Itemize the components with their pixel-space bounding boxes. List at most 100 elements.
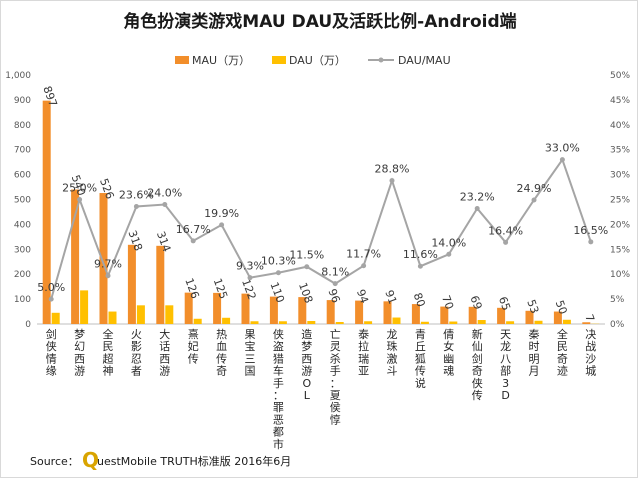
dau-bar (364, 321, 373, 324)
legend-label-mau: MAU（万） (192, 54, 250, 67)
mau-bar (213, 292, 222, 324)
ratio-data-label: 9.3% (236, 260, 264, 273)
ratio-data-label: 24.9% (517, 182, 552, 195)
ratio-data-label: 23.6% (119, 188, 154, 201)
dau-bar (51, 312, 60, 324)
legend-label-ratio: DAU/MAU (398, 54, 451, 67)
legend: MAU（万） DAU（万） DAU/MAU (175, 54, 451, 67)
ratio-point (332, 281, 338, 287)
category-label: 热血传奇 (216, 328, 227, 378)
mau-bar (241, 293, 250, 324)
category-label: 天龙八部 3 D (500, 328, 511, 402)
ratio-data-label: 16.4% (488, 224, 523, 237)
mau-bar (127, 244, 136, 324)
ratio-data-label: 33.0% (545, 142, 580, 155)
ratio-data-label: 14.0% (431, 236, 466, 249)
legend-swatch-dau (272, 56, 286, 64)
mau-bar (298, 297, 307, 324)
category-label: 全民奇迹 (557, 327, 568, 378)
ratio-data-label: 19.9% (204, 207, 239, 220)
mau-bar (326, 300, 335, 324)
category-label: 新仙剑奇侠传 (472, 327, 483, 402)
left-axis-tick: 1,000 (5, 71, 31, 81)
right-axis-tick: 35% (610, 146, 630, 156)
ratio-data-label: 16.5% (573, 224, 608, 237)
category-label: 剑侠情缘 (46, 327, 57, 378)
dau-bar (307, 321, 316, 324)
category-label: 倩女幽魂 (443, 328, 454, 378)
dau-bar (108, 311, 117, 324)
ratio-data-label: 28.8% (375, 163, 410, 176)
right-axis-tick: 15% (610, 245, 630, 255)
category-label: 梦幻西游 (74, 328, 85, 378)
dau-bar (420, 321, 429, 324)
ratio-point (105, 273, 111, 279)
mau-data-label: 94 (354, 288, 371, 306)
mau-data-label: 96 (325, 287, 342, 305)
left-axis-tick: 200 (14, 270, 31, 280)
ratio-point (190, 238, 196, 244)
category-label: 全民超神 (103, 327, 114, 378)
left-axis-tick: 500 (14, 196, 31, 206)
mau-bar (411, 304, 420, 324)
mau-bar (582, 322, 591, 324)
mau-bar (440, 306, 449, 324)
right-axis-tick: 0% (610, 320, 625, 330)
left-axis-tick: 400 (14, 220, 31, 230)
ratio-point (219, 222, 225, 228)
ratio-point (503, 239, 509, 245)
ratio-point (474, 205, 480, 211)
mau-bar (525, 310, 534, 324)
ratio-point (304, 264, 310, 270)
category-label: 秦时明月 (529, 327, 540, 378)
right-axis-tick: 50% (610, 71, 630, 81)
mau-bar (269, 296, 278, 324)
dau-bar (392, 317, 401, 324)
ratio-point (77, 197, 83, 202)
mau-bar (355, 300, 364, 324)
ratio-data-label: 8.1% (321, 266, 349, 279)
mau-data-label: 65 (496, 295, 513, 313)
ratio-point (417, 263, 423, 269)
category-label: 决战沙城 (585, 328, 596, 378)
category-label: 泰拉瑞亚 (358, 327, 369, 378)
left-axis-tick: 800 (14, 121, 31, 131)
dau-bar (449, 321, 458, 324)
right-axis-tick: 5% (610, 295, 625, 305)
category-label: 大话西游 (159, 327, 170, 378)
left-axis-tick: 700 (14, 146, 31, 156)
ratio-data-label: 9.7% (94, 258, 122, 271)
ratio-data-label: 11.5% (289, 249, 324, 262)
ratio-data-label: 24.0% (147, 186, 182, 199)
mau-data-label: 69 (467, 294, 484, 312)
mau-bar (497, 307, 506, 324)
left-axis-tick: 0 (25, 320, 31, 330)
ratio-data-label: 25.0% (62, 182, 97, 195)
dau-bar (477, 320, 486, 324)
ratio-data-label: 11.7% (346, 248, 381, 261)
ratio-point (361, 263, 367, 269)
ratio-series: 5.0% 25.0% 9.7% 23.6%24.0% 16.7% 19.9% 9.3%10.… (37, 142, 608, 302)
mau-bar (383, 301, 392, 324)
ratio-point (48, 296, 54, 302)
category-label: 龙珠激斗 (387, 328, 398, 378)
left-axis-tick: 100 (14, 295, 31, 305)
mau-bar (42, 100, 51, 324)
ratio-line-path (50, 157, 592, 300)
left-axis-tick: 600 (14, 171, 31, 181)
right-axis-tick: 30% (610, 171, 630, 181)
mau-data-label: 80 (411, 291, 428, 309)
left-axis-tick: 900 (14, 96, 31, 106)
ratio-data-label: 10.3% (261, 255, 296, 268)
right-axis: 0% 5% 10% 15% 20% 25% 30% 35% 40% 45% 50% (610, 71, 630, 330)
ratio-point (559, 157, 565, 163)
ratio-data-label: 16.7% (176, 223, 211, 236)
dau-bar (165, 305, 174, 324)
ratio-point (275, 270, 281, 276)
legend-marker-ratio (378, 57, 384, 63)
left-axis-tick: 300 (14, 245, 31, 255)
mau-bar (553, 311, 562, 324)
ratio-point (162, 201, 168, 207)
